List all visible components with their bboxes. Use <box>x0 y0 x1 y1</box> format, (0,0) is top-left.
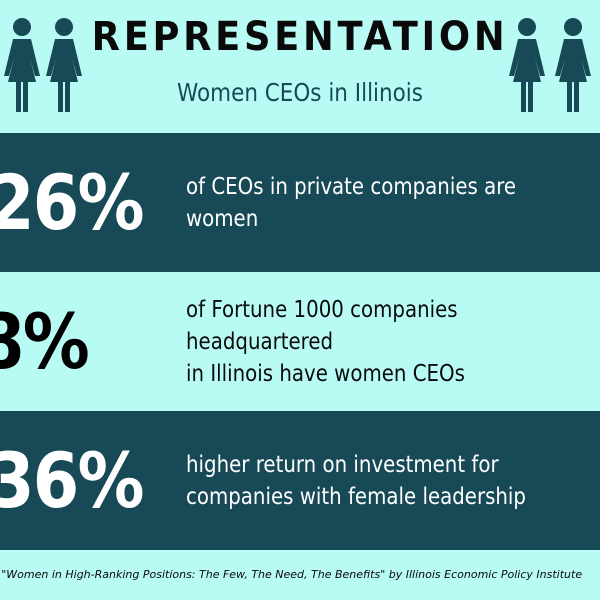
woman-figure-icon <box>509 18 545 112</box>
stat-value: 36% <box>0 436 145 525</box>
page-title: REPRESENTATION <box>91 14 509 60</box>
stat-row: 8% of Fortune 1000 companies headquarter… <box>0 272 600 411</box>
header: REPRESENTATION Women CEOs in Illinois <box>0 0 600 132</box>
source-text: Source: "Women in High-Ranking Positions… <box>0 568 583 581</box>
woman-figure-icon <box>555 18 591 112</box>
source-citation: Source: "Women in High-Ranking Positions… <box>0 566 600 586</box>
stat-value: 26% <box>0 158 145 247</box>
stat-value: 8% <box>0 297 90 386</box>
stat-description: of Fortune 1000 companies headquartered … <box>186 296 465 387</box>
woman-figure-icon <box>4 18 40 112</box>
stat-description: of CEOs in private companies are women <box>186 173 517 232</box>
stat-row: 26% of CEOs in private companies are wom… <box>0 133 600 272</box>
stat-row: 36% higher return on investment for comp… <box>0 411 600 550</box>
woman-figure-icon <box>46 18 82 112</box>
page-subtitle: Women CEOs in Illinois <box>176 78 423 107</box>
stat-description: higher return on investment for companie… <box>186 451 526 510</box>
